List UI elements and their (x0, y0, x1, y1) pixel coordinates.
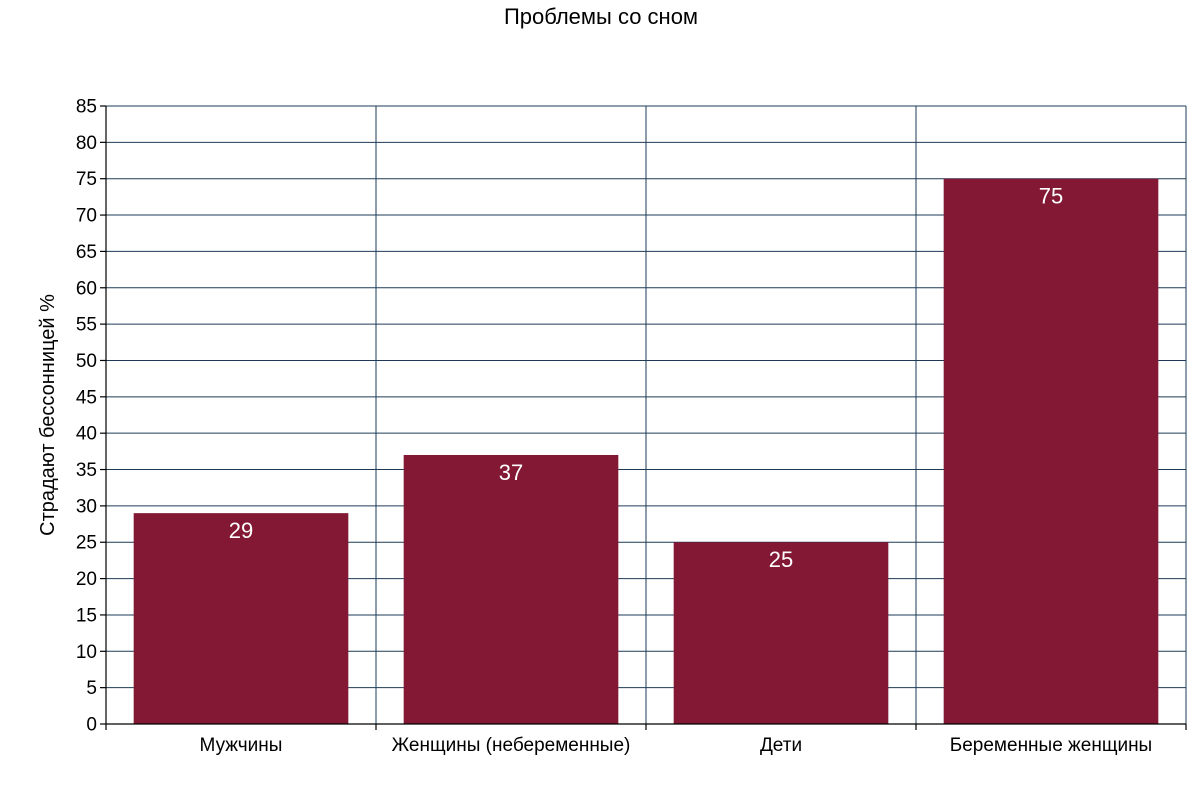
y-tick-label: 5 (86, 678, 97, 699)
axis-layer (100, 105, 1187, 730)
y-tick-label: 15 (76, 605, 97, 626)
y-tick-label: 75 (76, 169, 97, 190)
bar-data-label: 25 (769, 547, 793, 572)
bar-data-label: 29 (229, 518, 253, 543)
bar-4 (943, 178, 1159, 725)
bar-data-label: 37 (499, 460, 523, 485)
bars-layer (133, 178, 1159, 725)
x-category-label: Беременные женщины (950, 735, 1152, 756)
x-category-label: Мужчины (200, 735, 283, 756)
chart-title: Проблемы со сном (504, 4, 698, 29)
bar-2 (403, 454, 619, 724)
y-tick-label: 45 (76, 387, 97, 408)
y-tick-label: 50 (76, 351, 97, 372)
y-tick-label: 25 (76, 533, 97, 554)
bar-3 (673, 542, 889, 724)
y-tick-label: 60 (76, 278, 97, 299)
y-tick-label: 55 (76, 315, 97, 336)
y-tick-label: 30 (76, 496, 97, 517)
x-category-label: Женщины (небеременные) (392, 735, 631, 756)
y-tick-label: 10 (76, 642, 97, 663)
bar-data-label: 75 (1039, 184, 1063, 209)
y-tick-label: 20 (76, 569, 97, 590)
x-category-labels: Мужчины Женщины (небеременные) Дети Беремен… (200, 735, 1153, 756)
y-tick-label: 70 (76, 206, 97, 227)
y-axis-label: Страдают бессонницей % (37, 294, 59, 536)
y-tick-label: 80 (76, 133, 97, 154)
y-tick-labels: 0 5 10 15 20 25 30 35 40 45 50 55 60 65 70 75 80 85 (76, 97, 97, 736)
data-labels: 29 37 25 75 (229, 184, 1063, 573)
y-tick-label: 40 (76, 424, 97, 445)
x-category-label: Дети (760, 735, 802, 756)
y-tick-label: 65 (76, 242, 97, 263)
y-tick-label: 0 (86, 715, 97, 736)
bar-1 (133, 513, 349, 724)
y-tick-label: 35 (76, 460, 97, 481)
y-tick-label: 85 (76, 97, 97, 118)
